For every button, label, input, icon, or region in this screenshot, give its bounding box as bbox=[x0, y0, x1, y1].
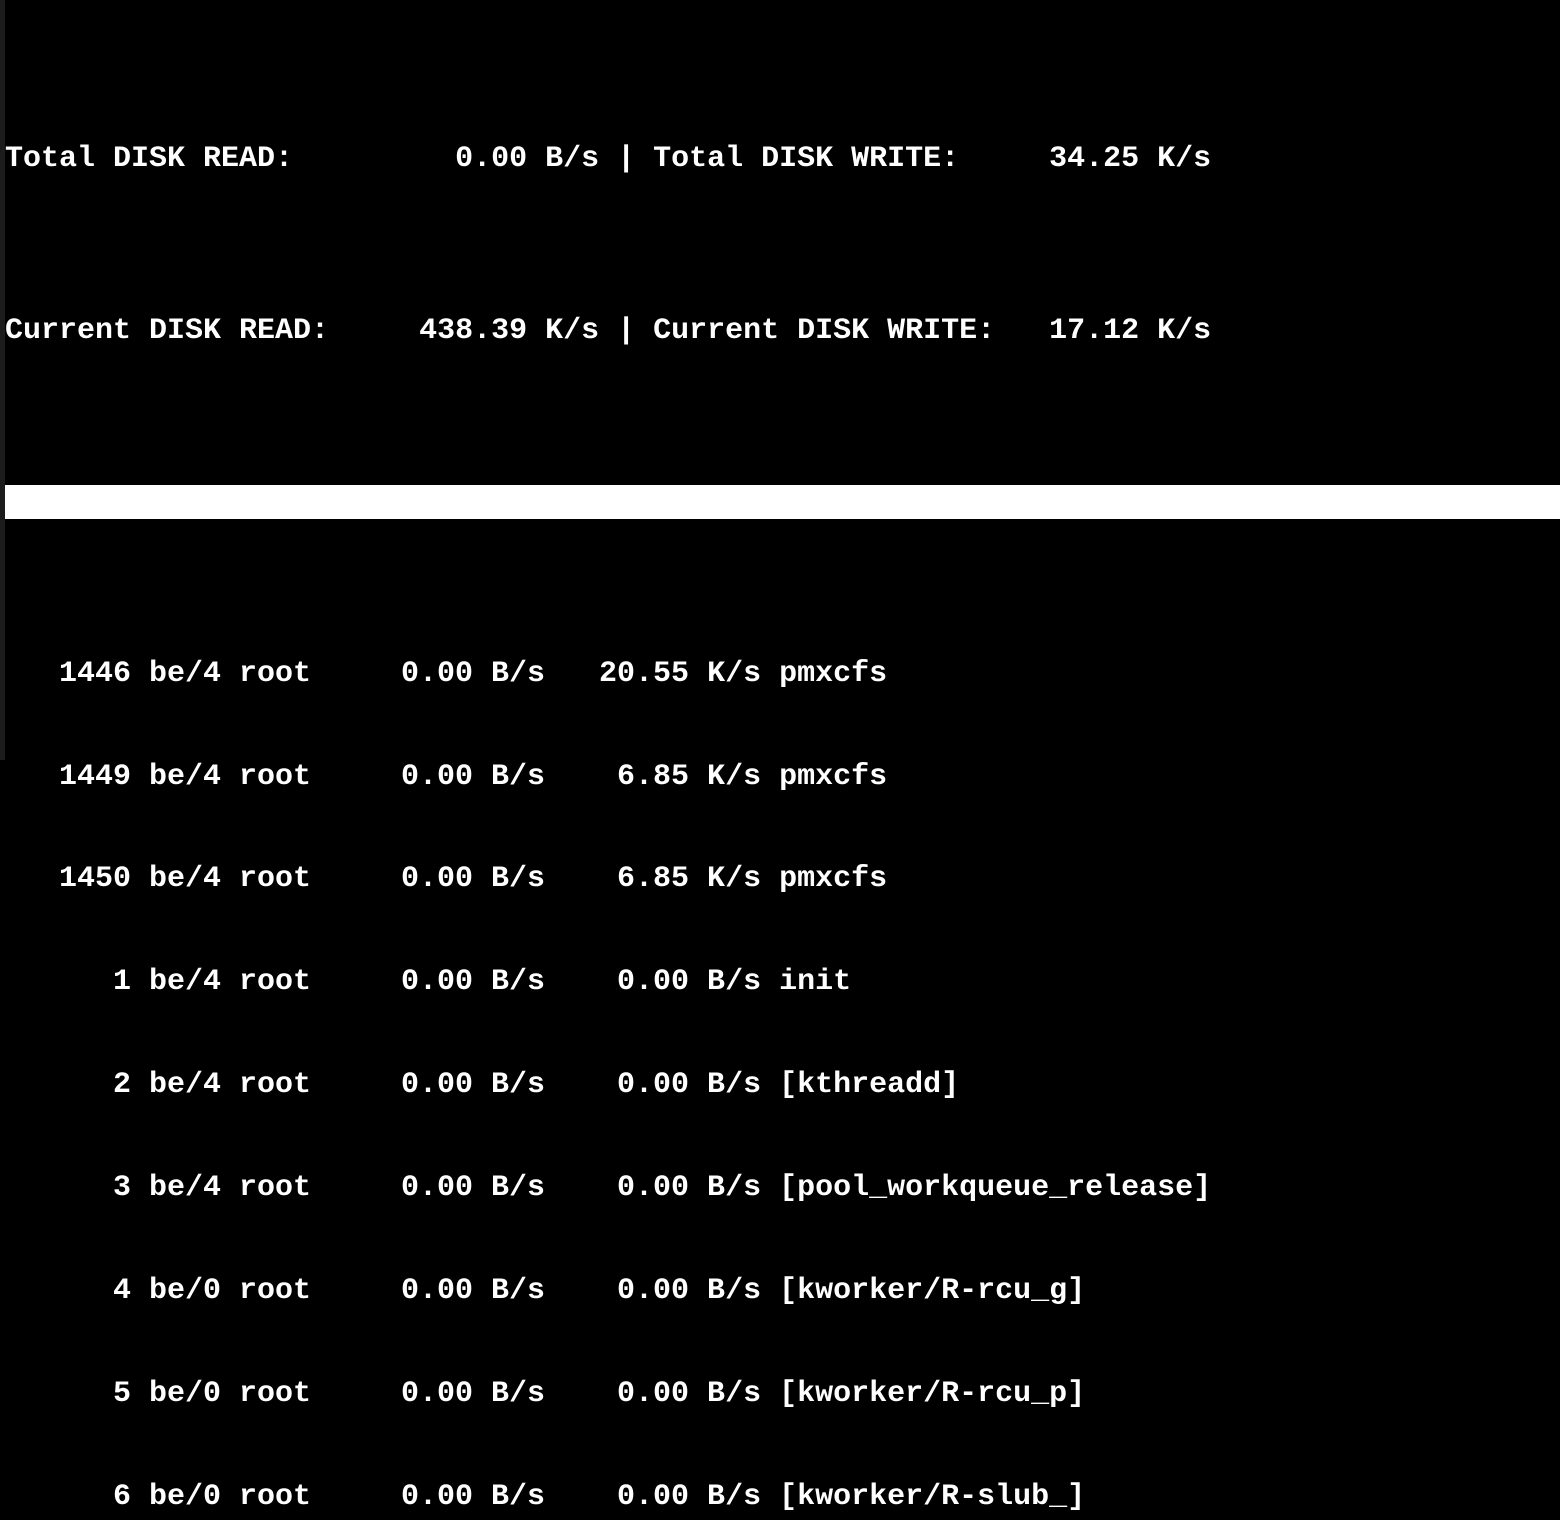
disk-write-cell: 0.00 B/s bbox=[617, 1479, 762, 1514]
command-cell: [kworker/R-rcu_p] bbox=[779, 1376, 1086, 1411]
total-disk-read-value: 0.00 B/s bbox=[455, 142, 600, 177]
prio-cell: be/4 bbox=[149, 656, 222, 691]
command-cell: [kworker/R-rcu_g] bbox=[779, 1273, 1086, 1308]
disk-read-cell: 0.00 B/s bbox=[401, 965, 546, 1000]
user-cell: root bbox=[239, 965, 312, 1000]
disk-read-cell: 0.00 B/s bbox=[401, 1273, 546, 1308]
disk-read-cell: 0.00 B/s bbox=[401, 656, 546, 691]
user-cell: root bbox=[239, 1376, 312, 1411]
disk-write-cell: 6.85 K/s bbox=[617, 862, 762, 897]
command-cell: pmxcfs bbox=[779, 656, 888, 691]
command-cell: init bbox=[779, 965, 852, 1000]
prio-cell: be/0 bbox=[149, 1273, 222, 1308]
header-columns-left: TID PRIO USER DISK READ bbox=[77, 519, 672, 554]
tid-cell: 4 bbox=[113, 1273, 132, 1308]
table-row: 6 be/0 root 0.00 B/s 0.00 B/s [kworker/R-slub… bbox=[5, 1480, 1560, 1514]
table-row: 5 be/0 root 0.00 B/s 0.00 B/s [kworker/R-rcu_… bbox=[5, 1377, 1560, 1411]
current-disk-read-value: 438.39 K/s bbox=[419, 313, 600, 348]
tid-cell: 2 bbox=[113, 1068, 132, 1103]
disk-write-cell: 0.00 B/s bbox=[617, 965, 762, 1000]
disk-read-cell: 0.00 B/s bbox=[401, 759, 546, 794]
table-row: 2 be/4 root 0.00 B/s 0.00 B/s [kthreadd] bbox=[5, 1068, 1560, 1102]
summary-separator: | bbox=[617, 142, 636, 177]
disk-write-cell: 0.00 B/s bbox=[617, 1273, 762, 1308]
current-disk-write-value: 17.12 K/s bbox=[1049, 313, 1212, 348]
disk-read-cell: 0.00 B/s bbox=[401, 1171, 546, 1206]
summary-line-total: Total DISK READ: 0.00 B/s | Total DISK W… bbox=[5, 142, 1560, 176]
tid-cell: 1450 bbox=[59, 862, 132, 897]
disk-read-cell: 0.00 B/s bbox=[401, 1479, 546, 1514]
command-cell: [kworker/R-slub_] bbox=[779, 1479, 1086, 1514]
header-column-command: COMMAND bbox=[869, 519, 1050, 554]
table-row: 1450 be/4 root 0.00 B/s 6.85 K/s pmxcfs bbox=[5, 862, 1560, 896]
prio-cell: be/4 bbox=[149, 759, 222, 794]
disk-read-cell: 0.00 B/s bbox=[401, 1376, 546, 1411]
user-cell: root bbox=[239, 656, 312, 691]
tid-cell: 5 bbox=[113, 1376, 132, 1411]
disk-write-cell: 0.00 B/s bbox=[617, 1376, 762, 1411]
disk-read-cell: 0.00 B/s bbox=[401, 862, 546, 897]
table-row: 3 be/4 root 0.00 B/s 0.00 B/s [pool_workqueue… bbox=[5, 1171, 1560, 1205]
prio-cell: be/0 bbox=[149, 1479, 222, 1514]
user-cell: root bbox=[239, 1068, 312, 1103]
command-cell: [kthreadd] bbox=[779, 1068, 960, 1103]
user-cell: root bbox=[239, 862, 312, 897]
summary-line-current: Current DISK READ: 438.39 K/s | Current … bbox=[5, 314, 1560, 348]
command-cell: [pool_workqueue_release] bbox=[779, 1171, 1212, 1206]
table-header: TID PRIO USER DISK READ DISK WRITE> COMM… bbox=[5, 485, 1560, 553]
tid-cell: 1449 bbox=[59, 759, 132, 794]
total-disk-write-label: Total DISK WRITE: bbox=[653, 142, 960, 177]
tid-cell: 1446 bbox=[59, 656, 132, 691]
disk-write-cell: 0.00 B/s bbox=[617, 1171, 762, 1206]
command-cell: pmxcfs bbox=[779, 759, 888, 794]
prio-cell: be/4 bbox=[149, 1068, 222, 1103]
current-disk-read-label: Current DISK READ: bbox=[5, 313, 330, 348]
disk-write-cell: 0.00 B/s bbox=[617, 1068, 762, 1103]
user-cell: root bbox=[239, 759, 312, 794]
total-disk-read-label: Total DISK READ: bbox=[5, 142, 294, 177]
tid-cell: 1 bbox=[113, 965, 132, 1000]
table-row: 1446 be/4 root 0.00 B/s 20.55 K/s pmxcfs bbox=[5, 657, 1560, 691]
command-cell: pmxcfs bbox=[779, 862, 888, 897]
user-cell: root bbox=[239, 1479, 312, 1514]
tid-cell: 6 bbox=[113, 1479, 132, 1514]
disk-read-cell: 0.00 B/s bbox=[401, 1068, 546, 1103]
prio-cell: be/0 bbox=[149, 1376, 222, 1411]
current-disk-write-label: Current DISK WRITE: bbox=[653, 313, 996, 348]
summary-separator: | bbox=[617, 313, 636, 348]
tid-cell: 3 bbox=[113, 1171, 132, 1206]
total-disk-write-value: 34.25 K/s bbox=[1049, 142, 1212, 177]
prio-cell: be/4 bbox=[149, 965, 222, 1000]
disk-write-cell: 20.55 K/s bbox=[599, 656, 762, 691]
sort-column-disk-write[interactable]: DISK WRITE> bbox=[671, 519, 870, 554]
prio-cell: be/4 bbox=[149, 862, 222, 897]
user-cell: root bbox=[239, 1171, 312, 1206]
table-row: 1 be/4 root 0.00 B/s 0.00 B/s init bbox=[5, 965, 1560, 999]
prio-cell: be/4 bbox=[149, 1171, 222, 1206]
table-row: 4 be/0 root 0.00 B/s 0.00 B/s [kworker/R-rcu_… bbox=[5, 1274, 1560, 1308]
table-row: 1449 be/4 root 0.00 B/s 6.85 K/s pmxcfs bbox=[5, 760, 1560, 794]
user-cell: root bbox=[239, 1273, 312, 1308]
disk-write-cell: 6.85 K/s bbox=[617, 759, 762, 794]
